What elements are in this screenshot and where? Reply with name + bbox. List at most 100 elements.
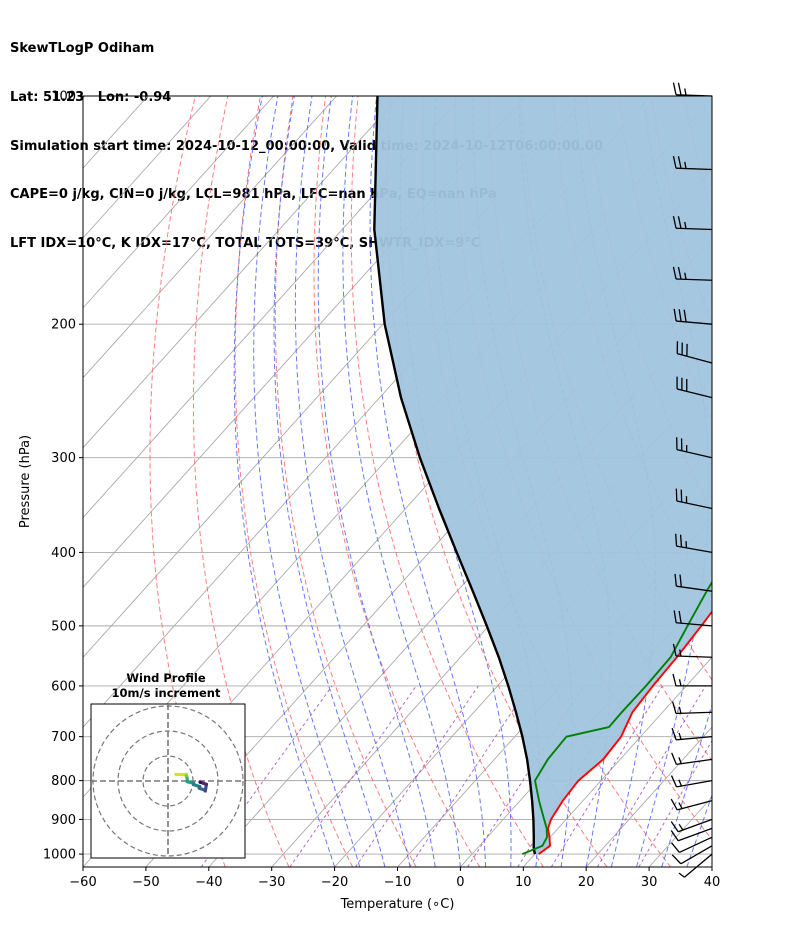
x-tick-label: 0	[456, 875, 464, 890]
wind-barb-feather	[678, 610, 682, 624]
wind-barb-feather	[678, 309, 682, 322]
x-tick-label: 30	[641, 875, 658, 890]
y-axis-label: Pressure (hPa)	[18, 435, 33, 528]
wind-barb-staff	[676, 545, 713, 554]
wind-barb-feather	[672, 216, 677, 229]
wind-barb	[672, 643, 713, 658]
wind-barb	[670, 775, 713, 788]
wind-barb-feather	[674, 573, 677, 587]
wind-barb-feather	[677, 82, 682, 96]
wind-barb-half-feather	[684, 161, 687, 169]
wind-barb-feather	[675, 533, 678, 547]
wind-barb-feather	[673, 610, 677, 623]
wind-barb-staff	[676, 388, 713, 399]
wind-barb-feather	[679, 574, 682, 587]
dry-adiabat-line	[749, 96, 794, 867]
wind-barb-feather	[672, 673, 677, 687]
wind-barb-staff	[677, 353, 713, 364]
y-tick-label: 700	[51, 730, 76, 745]
y-tick-label: 300	[51, 451, 76, 466]
wind-barb-feather	[670, 798, 678, 811]
dry-adiabat-line	[234, 96, 354, 867]
y-tick-label: 500	[51, 619, 76, 634]
moist-adiabat-line	[253, 96, 361, 867]
wind-barb-staff	[676, 500, 713, 510]
wind-barb-staff	[675, 711, 713, 715]
wind-barb-staff	[675, 227, 713, 231]
wind-barb	[673, 610, 713, 627]
y-tick-label: 100	[51, 90, 76, 105]
moist-adiabat-line	[661, 703, 712, 867]
wind-barb-staff	[680, 845, 713, 865]
wind-barb	[672, 216, 713, 231]
wind-barb-half-feather	[678, 779, 683, 787]
wind-barb-staff	[675, 655, 713, 658]
wind-barb-staff	[675, 94, 713, 97]
mixing-ratio-line	[289, 685, 417, 867]
wind-barb-staff	[684, 853, 713, 878]
wind-barb-half-feather	[678, 757, 682, 764]
x-tick-label: −20	[321, 875, 348, 890]
wind-barb-feather	[672, 266, 677, 280]
y-tick-label: 1000	[43, 848, 76, 863]
wind-barb	[672, 673, 712, 687]
wind-barb-staff	[677, 818, 713, 833]
hodograph-title: Wind Profile	[126, 671, 206, 685]
dry-adiabat-line	[716, 96, 794, 867]
moist-adiabat-line	[294, 96, 411, 867]
wind-barb	[676, 376, 713, 399]
wind-barb-feather	[671, 842, 680, 853]
wind-barb-half-feather	[678, 802, 683, 809]
isotherm-line	[83, 96, 400, 449]
wind-barb-feather	[671, 854, 682, 865]
wind-barb	[675, 533, 713, 554]
wind-barb	[671, 727, 713, 741]
wind-barb-staff	[675, 167, 713, 171]
wind-barb-staff	[679, 836, 713, 854]
wind-barb-staff	[676, 758, 713, 766]
isotherm-line	[83, 96, 337, 379]
wind-barb-feather	[677, 266, 682, 280]
wind-barb-feather	[671, 752, 677, 765]
dry-adiabat-line	[781, 96, 794, 867]
y-tick-label: 800	[51, 774, 76, 789]
wind-barb-half-feather	[678, 732, 682, 740]
x-tick-label: −60	[69, 875, 96, 890]
wind-barb-staff	[677, 799, 713, 811]
x-tick-label: −10	[384, 875, 411, 890]
isotherm-line	[585, 726, 712, 867]
wind-barb-half-feather	[684, 272, 687, 280]
x-axis-label: Temperature (∘C)	[340, 897, 455, 912]
hodograph-subtitle: 10m/s increment	[112, 686, 221, 700]
wind-barb-staff	[676, 622, 713, 627]
wind-barb-feather	[671, 701, 677, 714]
mixing-ratio-line	[200, 685, 333, 867]
wind-barb	[674, 573, 713, 592]
wind-barb-feather	[673, 308, 677, 322]
wind-barb	[673, 308, 713, 325]
moist-adiabat-line	[273, 96, 386, 867]
wind-barb	[671, 845, 713, 865]
title-station: SkewTLogP Odiham	[10, 41, 155, 57]
mixing-ratio-line	[550, 685, 663, 867]
moist-adiabat-line	[711, 865, 712, 867]
moist-adiabat-line	[686, 793, 712, 867]
wind-barb-feather	[672, 643, 677, 657]
dry-adiabat-line	[274, 96, 417, 867]
wind-barb-feather	[672, 82, 677, 95]
y-tick-label: 400	[51, 546, 76, 561]
isotherm-line	[83, 96, 212, 239]
wind-barb-staff	[675, 278, 713, 281]
wind-barb-half-feather	[678, 706, 682, 714]
wind-barb-feather	[672, 155, 677, 169]
wind-barb	[672, 155, 713, 171]
wind-barb-half-feather	[678, 679, 682, 687]
y-tick-label: 200	[51, 318, 76, 333]
x-tick-label: −40	[195, 875, 222, 890]
x-tick-label: 10	[515, 875, 532, 890]
wind-barb	[670, 798, 713, 811]
mixing-ratio-line	[596, 685, 707, 867]
mixing-ratio-line	[638, 739, 712, 867]
wind-barb	[671, 836, 713, 854]
